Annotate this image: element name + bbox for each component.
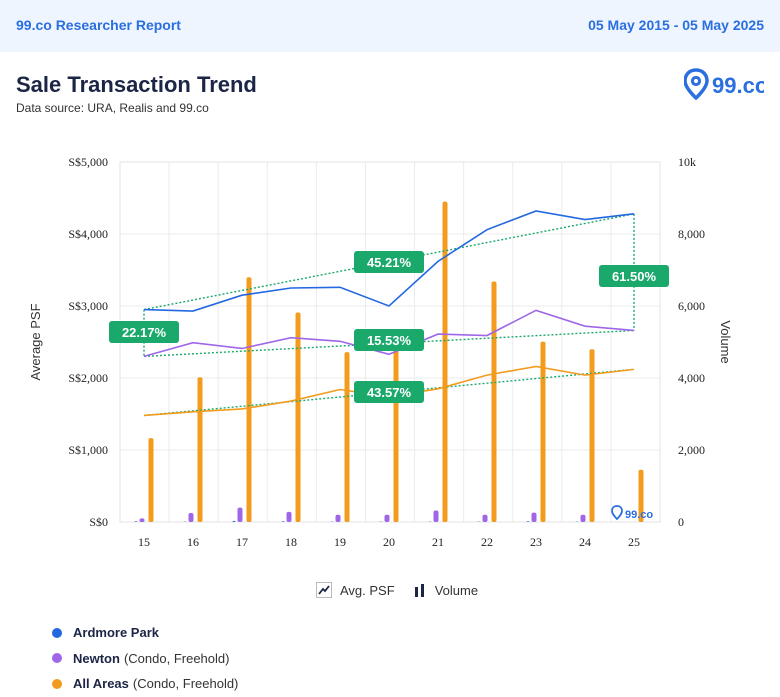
volume-bar bbox=[532, 513, 537, 522]
volume-bar bbox=[434, 510, 439, 522]
x-tick-label: 23 bbox=[530, 535, 542, 549]
y2-tick-label: 4,000 bbox=[678, 371, 705, 385]
watermark-text: 99.co bbox=[625, 509, 653, 521]
y-tick-label: S$1,000 bbox=[68, 443, 108, 457]
y2-tick-label: 8,000 bbox=[678, 227, 705, 241]
series-name: Newton bbox=[73, 651, 120, 666]
x-tick-label: 25 bbox=[628, 535, 640, 549]
volume-bar bbox=[238, 508, 243, 522]
volume-bar bbox=[483, 515, 488, 522]
volume-bar bbox=[527, 521, 530, 522]
legend-avg-psf[interactable]: Avg. PSF bbox=[316, 582, 395, 598]
volume-bar bbox=[492, 282, 497, 522]
x-tick-label: 15 bbox=[138, 535, 150, 549]
y2-tick-label: 2,000 bbox=[678, 443, 705, 457]
volume-bar bbox=[296, 312, 301, 522]
volume-bar bbox=[581, 515, 586, 522]
trend-badge-label: 43.57% bbox=[367, 385, 412, 400]
series-color-dot bbox=[52, 653, 62, 663]
y2-tick-label: 6,000 bbox=[678, 299, 705, 313]
chart-legend: Avg. PSF Volume bbox=[316, 582, 496, 598]
volume-bar bbox=[247, 277, 252, 522]
sale-transaction-chart: S$0 S$1,000 S$2,000 S$3,000 S$4,000 S$5,000 0 2… bbox=[0, 0, 780, 575]
y-axis-title: Average PSF bbox=[28, 303, 43, 380]
x-tick-label: 18 bbox=[285, 535, 297, 549]
x-tick-label: 22 bbox=[481, 535, 493, 549]
y2-tick-label: 10k bbox=[678, 155, 696, 169]
volume-bar bbox=[282, 521, 285, 522]
watermark-logo-icon: 99.co bbox=[612, 506, 653, 521]
trend-badge-label: 15.53% bbox=[367, 333, 412, 348]
x-tick-label: 16 bbox=[187, 535, 199, 549]
bar-chart-icon bbox=[413, 582, 427, 598]
y-tick-label: S$3,000 bbox=[68, 299, 108, 313]
volume-bar bbox=[198, 377, 203, 522]
volume-bar bbox=[443, 202, 448, 522]
volume-bar bbox=[149, 438, 154, 522]
volume-bar bbox=[336, 515, 341, 522]
x-tick-label: 20 bbox=[383, 535, 395, 549]
legend-item-ardmore-park[interactable]: Ardmore Park bbox=[52, 620, 238, 646]
volume-bar bbox=[345, 352, 350, 522]
trend-badge-label: 22.17% bbox=[122, 325, 167, 340]
volume-bar bbox=[233, 521, 236, 522]
volume-bar bbox=[140, 518, 145, 522]
series-name: All Areas bbox=[73, 676, 129, 691]
trend-badge-label: 45.21% bbox=[367, 255, 412, 270]
series-note: (Condo, Freehold) bbox=[124, 651, 230, 666]
x-tick-label: 17 bbox=[236, 535, 248, 549]
legend-avg-psf-label: Avg. PSF bbox=[340, 583, 395, 598]
volume-bar bbox=[385, 515, 390, 522]
legend-item-newton[interactable]: Newton (Condo, Freehold) bbox=[52, 646, 238, 672]
series-name: Ardmore Park bbox=[73, 625, 159, 640]
x-tick-label: 24 bbox=[579, 535, 591, 549]
y2-tick-label: 0 bbox=[678, 515, 684, 529]
y2-axis-title: Volume bbox=[718, 320, 733, 363]
y-tick-label: S$4,000 bbox=[68, 227, 108, 241]
series-color-dot bbox=[52, 679, 62, 689]
series-color-dot bbox=[52, 628, 62, 638]
volume-bar bbox=[394, 350, 399, 522]
legend-volume-label: Volume bbox=[435, 583, 478, 598]
legend-volume[interactable]: Volume bbox=[413, 582, 478, 598]
x-tick-label: 19 bbox=[334, 535, 346, 549]
y-tick-label: S$0 bbox=[89, 515, 108, 529]
series-legend: Ardmore Park Newton (Condo, Freehold) Al… bbox=[52, 620, 238, 697]
line-chart-icon bbox=[316, 582, 332, 598]
trend-badge-label: 61.50% bbox=[612, 269, 657, 284]
y-tick-label: S$2,000 bbox=[68, 371, 108, 385]
legend-item-all-areas[interactable]: All Areas (Condo, Freehold) bbox=[52, 671, 238, 697]
volume-bar bbox=[287, 512, 292, 522]
y-tick-label: S$5,000 bbox=[68, 155, 108, 169]
x-tick-label: 21 bbox=[432, 535, 444, 549]
series-note: (Condo, Freehold) bbox=[133, 676, 239, 691]
volume-bar bbox=[135, 521, 138, 522]
volume-bar bbox=[189, 513, 194, 522]
